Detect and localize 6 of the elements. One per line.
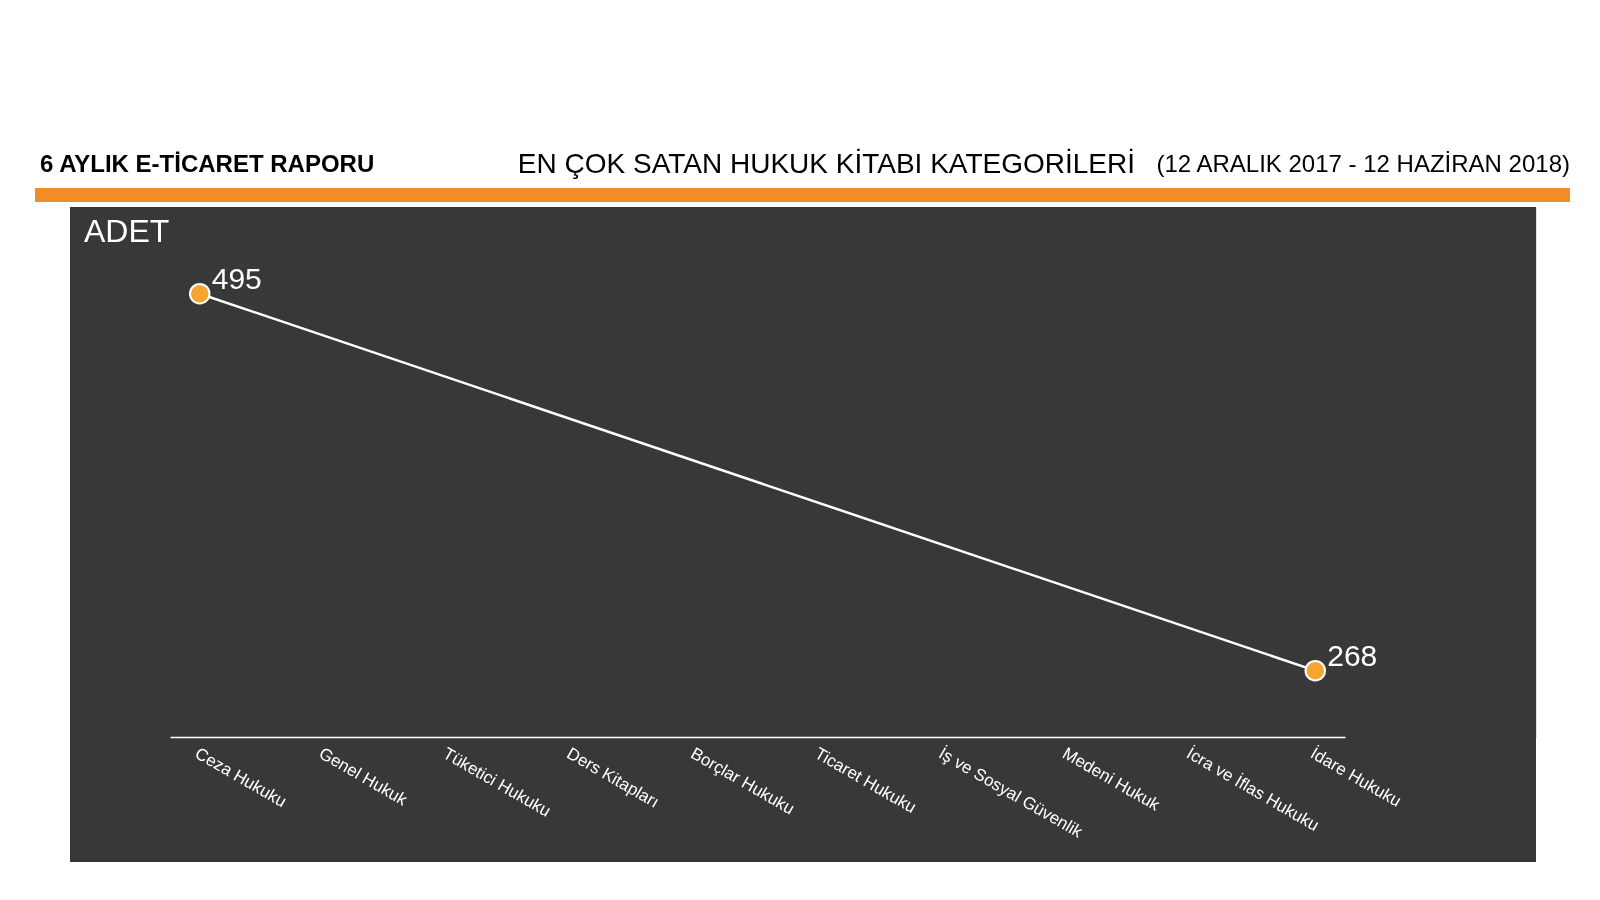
data-label: 495	[211, 261, 262, 295]
chart-subtitle: (12 ARALIK 2017 - 12 HAZİRAN 2018)	[1156, 150, 1570, 177]
text: 6 AYLIK E-TİCARET RAPORU	[40, 150, 375, 177]
y-axis-title: ADET	[84, 213, 170, 249]
data-label: 268	[1327, 638, 1378, 672]
chart-title: EN ÇOK SATAN HUKUK KİTABI KATEGORİLERİ	[517, 148, 1135, 179]
